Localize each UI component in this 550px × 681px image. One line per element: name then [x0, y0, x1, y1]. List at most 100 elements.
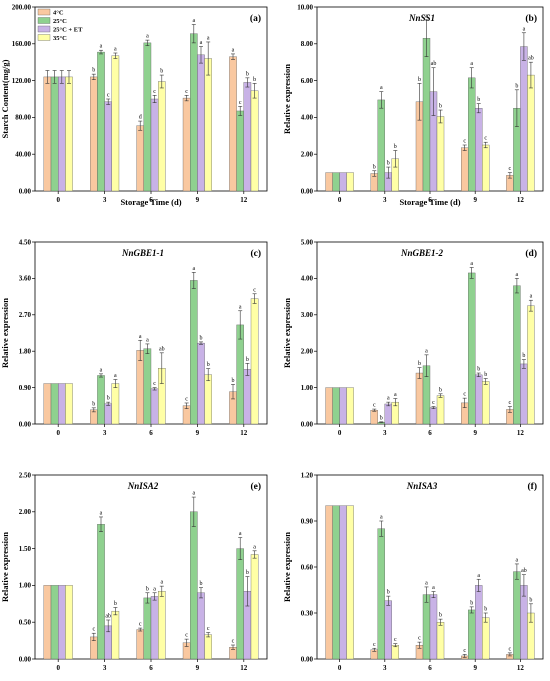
bar [197, 592, 205, 660]
y-tick-label: 4.50 [19, 238, 32, 246]
legend-swatch [37, 34, 51, 41]
bar [43, 585, 52, 660]
significance-letter: c [418, 636, 421, 642]
bar [384, 403, 392, 425]
bar [468, 272, 476, 425]
bar [332, 387, 340, 425]
significance-letter: a [192, 266, 195, 272]
y-tick-label: 40.00 [15, 151, 31, 159]
significance-letter: b [439, 613, 442, 619]
bar [475, 108, 483, 192]
y-tick-label: 1.20 [301, 471, 314, 479]
y-tick-label: 0.30 [301, 609, 314, 617]
significance-letter: a [425, 580, 428, 586]
significance-letter: c [185, 633, 188, 639]
significance-letter: b [146, 586, 149, 592]
bar [158, 81, 166, 192]
x-tick-label: 12 [517, 664, 525, 672]
bar [513, 571, 521, 660]
x-tick-label: 3 [383, 429, 387, 437]
bar [236, 324, 244, 425]
x-tick-label: 9 [473, 196, 477, 204]
bar [377, 528, 385, 660]
x-tick-label: 0 [56, 429, 60, 437]
significance-letter: c [394, 637, 397, 643]
bar [436, 395, 445, 425]
legend-label: 25°C [53, 18, 67, 25]
chart-title: NnGBE1-2 [400, 248, 444, 258]
y-tick-label: 1.00 [301, 384, 314, 392]
y-axis-label: Relative expression [282, 532, 292, 602]
bar [90, 76, 98, 192]
significance-letter: c [153, 381, 156, 387]
chart-title: NnISA3 [406, 481, 438, 491]
bar [436, 116, 445, 192]
y-tick-label: 3.00 [301, 311, 314, 319]
significance-letter: a [239, 531, 242, 537]
bar [97, 375, 105, 425]
bar [325, 387, 333, 425]
significance-letter: b [470, 600, 473, 606]
bar [65, 585, 73, 660]
significance-letter: ab [528, 56, 534, 62]
significance-letter: a [523, 26, 526, 32]
significance-letter: c [239, 100, 242, 106]
bar [513, 285, 521, 425]
legend-label: 4°C [53, 9, 64, 16]
significance-letter: c [432, 400, 435, 406]
panel-b: 0.00 2.00 4.00 6.00 8.00 10.00 Relative expres… [282, 3, 544, 207]
panel-label: (b) [525, 13, 537, 24]
y-tick-label: 10.00 [297, 3, 313, 11]
x-axis-label: Storage Time (d) [120, 197, 181, 207]
significance-letter: b [522, 353, 525, 359]
panel-f: 0.00 0.30 0.60 0.90 1.20 Relative expression N… [282, 471, 544, 672]
bar [475, 374, 483, 425]
panel-a: 0.00 40.00 80.00 120.00 160.00 200.00 Starch C… [0, 3, 268, 207]
x-tick-label: 3 [383, 664, 387, 672]
x-tick-label: 6 [149, 429, 153, 437]
bar [332, 505, 340, 660]
x-tick-label: 0 [338, 429, 342, 437]
bar [190, 33, 198, 192]
y-tick-label: 5.00 [301, 238, 314, 246]
chart-title: NnSS1 [408, 13, 435, 23]
x-tick-label: 6 [428, 196, 432, 204]
significance-letter: c [509, 646, 512, 652]
significance-letter: b [232, 378, 235, 384]
bar [65, 76, 73, 192]
significance-letter: c [509, 400, 512, 406]
bar [370, 409, 378, 425]
significance-letter: b [418, 361, 421, 367]
y-tick-label: 0.90 [19, 384, 32, 392]
x-tick-label: 3 [103, 429, 107, 437]
significance-letter: a [477, 573, 480, 579]
bar [58, 585, 66, 660]
bar [197, 54, 205, 192]
bar [190, 511, 198, 660]
bar [204, 634, 212, 660]
x-tick-label: 0 [338, 196, 342, 204]
significance-letter: b [92, 68, 95, 74]
bar [250, 554, 259, 660]
x-tick-label: 0 [56, 664, 60, 672]
significance-letter: ab [521, 568, 527, 574]
y-tick-label: 160.00 [12, 40, 32, 48]
significance-letter: a [100, 367, 103, 373]
significance-letter: d [139, 115, 142, 121]
y-tick-label: 0.60 [301, 563, 314, 571]
significance-letter: b [373, 164, 376, 170]
panel-label: (d) [525, 248, 537, 259]
y-axis-label: Starch Content(mg/g) [0, 59, 10, 138]
x-tick-label: 12 [517, 196, 525, 204]
significance-letter: c [107, 93, 110, 99]
x-tick-label: 6 [149, 664, 153, 672]
bar [97, 524, 105, 660]
bar [250, 298, 259, 425]
x-tick-label: 9 [196, 196, 200, 204]
bar [150, 388, 159, 425]
significance-letter: ab [105, 613, 111, 619]
significance-letter: a [153, 586, 156, 592]
y-tick-label: 4.00 [301, 114, 314, 122]
bar [50, 76, 59, 192]
